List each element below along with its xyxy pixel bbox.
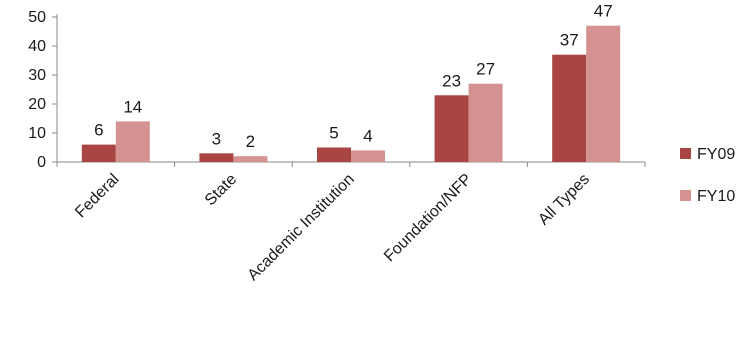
y-axis: 0 10 20 30 40 50 — [28, 9, 58, 171]
category-labels: Federal State Academic Institution Foundati… — [72, 171, 593, 284]
bar-fy09-3 — [434, 95, 469, 162]
bar-fy09-1 — [199, 153, 234, 162]
data-label: 37 — [560, 31, 579, 50]
bar-fy10-1 — [233, 156, 268, 162]
category-label: Federal — [72, 171, 122, 221]
bar-fy10-0 — [115, 121, 150, 162]
bar-fy09-0 — [81, 144, 116, 162]
x-axis — [56, 161, 646, 167]
data-label: 14 — [123, 97, 142, 116]
bar-fy09-2 — [317, 147, 351, 162]
y-tick-label: 20 — [28, 96, 46, 113]
data-label: 5 — [329, 124, 338, 143]
bar-fy10-2 — [351, 150, 385, 162]
category-label: Foundation/NFP — [381, 171, 475, 265]
data-label: 4 — [363, 126, 372, 145]
legend-label: FY10 — [697, 188, 735, 205]
bar-fy10-3 — [468, 83, 503, 162]
y-tick-label: 10 — [28, 125, 46, 142]
data-labels: 6 14 3 2 5 4 23 27 37 47 — [94, 2, 613, 151]
category-label: Academic Institution — [245, 171, 358, 284]
data-label: 23 — [442, 71, 461, 90]
category-label: All Types — [535, 171, 593, 229]
category-label: State — [202, 171, 241, 210]
bar-fy10-4 — [586, 25, 621, 163]
y-tick-label: 30 — [28, 67, 46, 84]
data-label: 47 — [594, 2, 613, 21]
data-label: 2 — [246, 132, 255, 151]
y-tick-label: 40 — [28, 38, 46, 55]
legend-swatch-fy10 — [680, 190, 691, 201]
bar-fy09-4 — [552, 54, 587, 163]
y-tick-label: 50 — [28, 9, 46, 26]
bar-series — [81, 25, 621, 163]
y-tick-label: 0 — [37, 154, 46, 171]
data-label: 27 — [476, 60, 495, 79]
legend: FY09 FY10 — [680, 146, 735, 205]
data-label: 3 — [212, 129, 221, 148]
legend-label: FY09 — [697, 146, 735, 163]
data-label: 6 — [94, 121, 103, 140]
legend-swatch-fy09 — [680, 148, 691, 159]
